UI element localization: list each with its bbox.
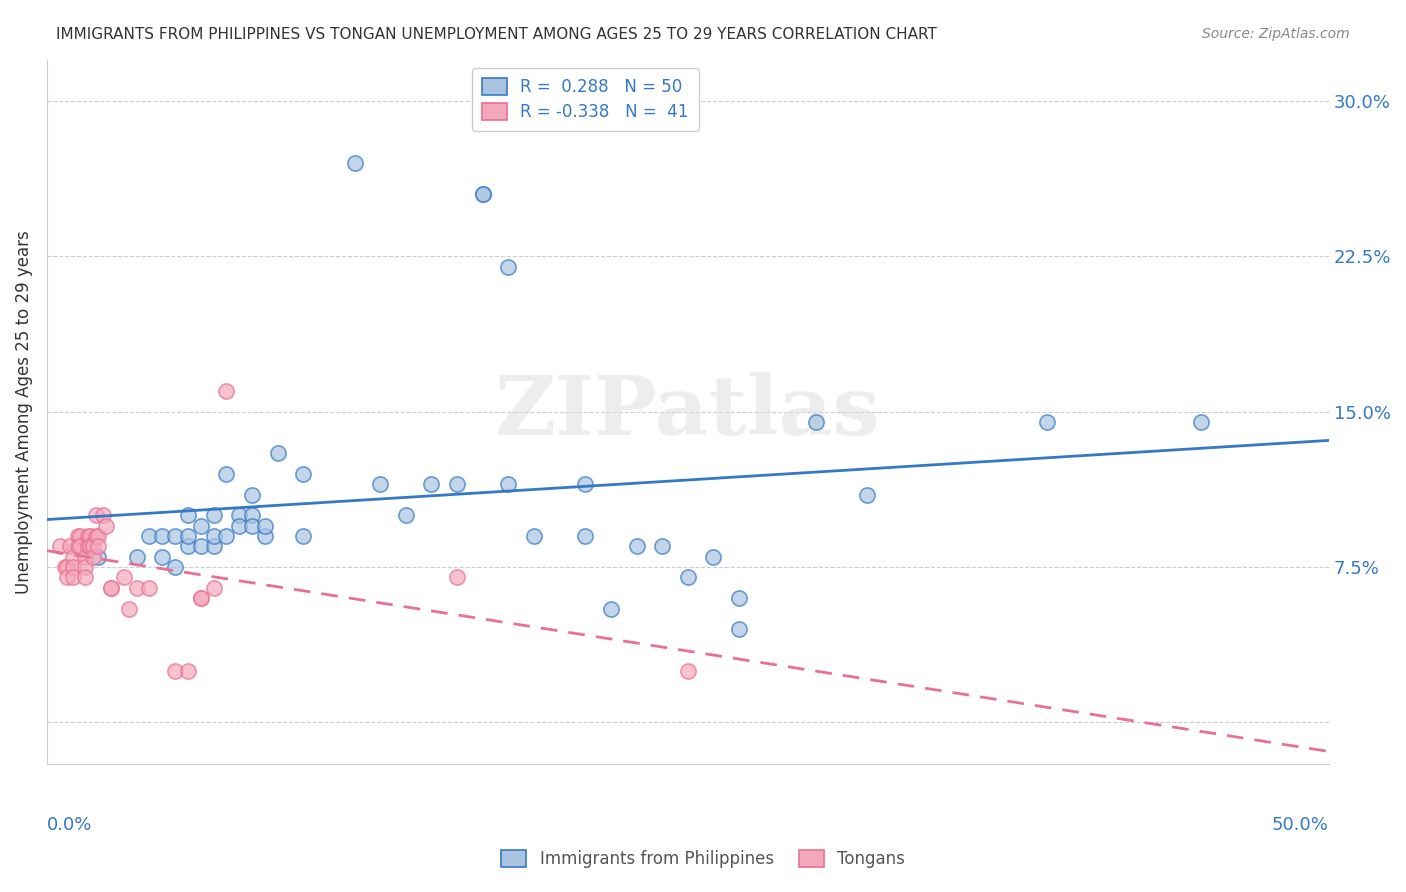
Point bbox=[79, 540, 101, 554]
Point bbox=[62, 560, 84, 574]
Point bbox=[150, 549, 173, 564]
Point bbox=[728, 591, 751, 606]
Point bbox=[626, 540, 648, 554]
Point bbox=[56, 570, 79, 584]
Point bbox=[190, 591, 212, 606]
Point bbox=[471, 187, 494, 202]
Point bbox=[77, 529, 100, 543]
Point bbox=[125, 549, 148, 564]
Point bbox=[112, 570, 135, 584]
Point bbox=[292, 529, 315, 543]
Point bbox=[190, 518, 212, 533]
Point bbox=[600, 601, 623, 615]
Point bbox=[75, 570, 97, 584]
Point bbox=[118, 601, 141, 615]
Point bbox=[84, 529, 107, 543]
Point bbox=[215, 384, 238, 398]
Text: 0.0%: 0.0% bbox=[46, 815, 93, 834]
Point bbox=[266, 446, 288, 460]
Point bbox=[138, 581, 160, 595]
Point bbox=[498, 477, 520, 491]
Point bbox=[343, 156, 366, 170]
Point bbox=[79, 529, 101, 543]
Point bbox=[69, 529, 91, 543]
Point bbox=[165, 664, 187, 678]
Point bbox=[190, 540, 212, 554]
Point bbox=[91, 508, 114, 523]
Point bbox=[82, 549, 104, 564]
Point bbox=[253, 518, 276, 533]
Point bbox=[202, 540, 225, 554]
Legend: Immigrants from Philippines, Tongans: Immigrants from Philippines, Tongans bbox=[495, 843, 911, 875]
Point bbox=[1189, 415, 1212, 429]
Point bbox=[1035, 415, 1057, 429]
Point bbox=[804, 415, 827, 429]
Point bbox=[215, 529, 238, 543]
Point bbox=[53, 560, 76, 574]
Point bbox=[215, 467, 238, 481]
Point bbox=[62, 549, 84, 564]
Point bbox=[574, 529, 596, 543]
Point bbox=[177, 540, 200, 554]
Point bbox=[48, 540, 70, 554]
Point bbox=[728, 622, 751, 636]
Point bbox=[574, 477, 596, 491]
Point bbox=[523, 529, 546, 543]
Point bbox=[395, 508, 418, 523]
Point bbox=[202, 581, 225, 595]
Point bbox=[240, 508, 263, 523]
Point bbox=[150, 529, 173, 543]
Point bbox=[240, 487, 263, 501]
Point bbox=[676, 664, 699, 678]
Point bbox=[69, 540, 91, 554]
Point bbox=[471, 187, 494, 202]
Point bbox=[228, 518, 250, 533]
Point bbox=[253, 529, 276, 543]
Point bbox=[240, 518, 263, 533]
Point bbox=[368, 477, 391, 491]
Point bbox=[856, 487, 879, 501]
Point bbox=[165, 560, 187, 574]
Text: IMMIGRANTS FROM PHILIPPINES VS TONGAN UNEMPLOYMENT AMONG AGES 25 TO 29 YEARS COR: IMMIGRANTS FROM PHILIPPINES VS TONGAN UN… bbox=[56, 27, 938, 42]
Point bbox=[87, 540, 110, 554]
Point bbox=[498, 260, 520, 274]
Point bbox=[138, 529, 160, 543]
Point bbox=[651, 540, 673, 554]
Point bbox=[202, 508, 225, 523]
Point bbox=[177, 508, 200, 523]
Point bbox=[66, 529, 89, 543]
Point bbox=[190, 591, 212, 606]
Point bbox=[125, 581, 148, 595]
Point bbox=[59, 540, 82, 554]
Point bbox=[446, 477, 468, 491]
Point bbox=[87, 529, 110, 543]
Point bbox=[82, 540, 104, 554]
Point bbox=[100, 581, 122, 595]
Point bbox=[228, 508, 250, 523]
Point bbox=[75, 549, 97, 564]
Point bbox=[94, 518, 117, 533]
Point bbox=[420, 477, 443, 491]
Legend: R =  0.288   N = 50, R = -0.338   N =  41: R = 0.288 N = 50, R = -0.338 N = 41 bbox=[472, 68, 699, 131]
Text: 50.0%: 50.0% bbox=[1272, 815, 1329, 834]
Point bbox=[177, 664, 200, 678]
Point bbox=[84, 508, 107, 523]
Point bbox=[75, 560, 97, 574]
Point bbox=[165, 529, 187, 543]
Point bbox=[56, 560, 79, 574]
Point bbox=[62, 570, 84, 584]
Point bbox=[446, 570, 468, 584]
Point bbox=[676, 570, 699, 584]
Y-axis label: Unemployment Among Ages 25 to 29 years: Unemployment Among Ages 25 to 29 years bbox=[15, 230, 32, 593]
Point bbox=[702, 549, 724, 564]
Text: Source: ZipAtlas.com: Source: ZipAtlas.com bbox=[1202, 27, 1350, 41]
Text: ZIPatlas: ZIPatlas bbox=[495, 372, 880, 451]
Point bbox=[177, 529, 200, 543]
Point bbox=[87, 549, 110, 564]
Point bbox=[292, 467, 315, 481]
Point bbox=[77, 540, 100, 554]
Point bbox=[66, 540, 89, 554]
Point bbox=[100, 581, 122, 595]
Point bbox=[202, 529, 225, 543]
